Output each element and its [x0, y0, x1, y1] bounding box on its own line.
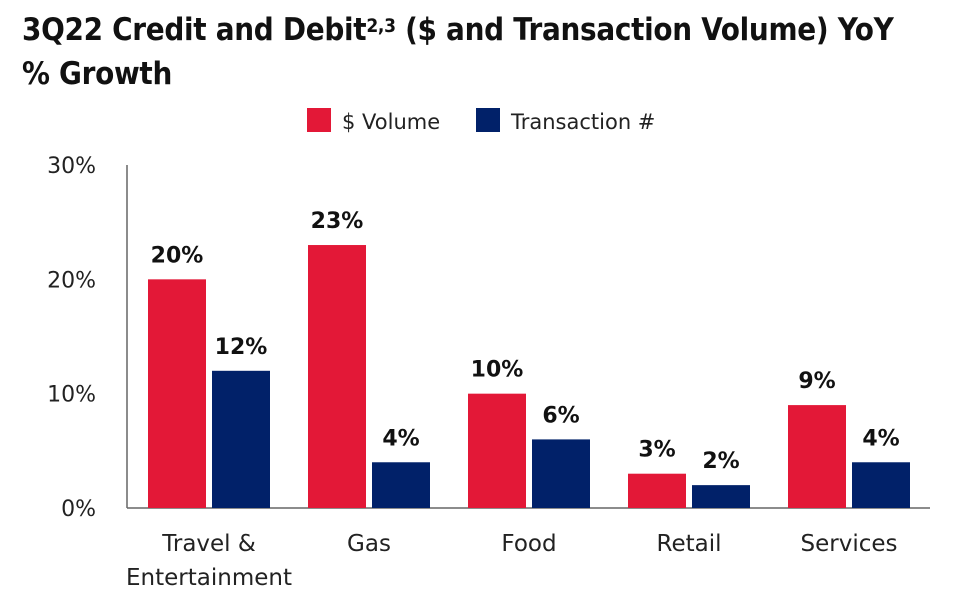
data-label: 2%	[702, 449, 739, 474]
legend-swatch-1	[476, 108, 500, 132]
bar	[788, 405, 846, 508]
chart-title-main: 3Q22 Credit and Debit	[22, 12, 367, 48]
x-tick-label: Services	[801, 531, 898, 557]
x-tick-label: Travel &	[161, 531, 256, 557]
x-tick-label: Food	[501, 531, 556, 557]
legend-swatch-0	[307, 108, 331, 132]
chart-title-rest: ($ and Transaction Volume) YoY % Growth	[22, 12, 894, 92]
x-tick-label: Retail	[657, 531, 722, 557]
chart-title-footnote: 2,3	[366, 15, 396, 37]
data-label: 10%	[471, 358, 524, 383]
y-tick-label: 10%	[47, 383, 96, 408]
legend-label: Transaction #	[510, 110, 655, 134]
bar	[532, 439, 590, 508]
bar	[468, 393, 526, 508]
data-label: 4%	[862, 426, 899, 451]
bar	[692, 485, 750, 508]
bar	[852, 462, 910, 508]
data-label: 20%	[151, 243, 204, 268]
y-tick-label: 30%	[47, 154, 96, 179]
chart-title: 3Q22 Credit and Debit2,3 ($ and Transact…	[22, 8, 922, 96]
legend-label: $ Volume	[342, 110, 440, 134]
data-label: 12%	[215, 335, 268, 360]
bar	[212, 370, 270, 508]
bar	[628, 473, 686, 508]
y-tick-label: 20%	[47, 268, 96, 293]
bar	[148, 279, 206, 508]
x-tick-label: Entertainment	[126, 565, 292, 591]
x-tick-label: Gas	[347, 531, 391, 557]
data-label: 4%	[382, 426, 419, 451]
data-label: 6%	[542, 403, 579, 428]
bar	[308, 245, 366, 509]
bar	[372, 462, 430, 508]
data-label: 9%	[798, 369, 835, 394]
y-tick-label: 0%	[61, 497, 96, 522]
data-label: 23%	[311, 209, 364, 234]
data-label: 3%	[638, 438, 675, 463]
